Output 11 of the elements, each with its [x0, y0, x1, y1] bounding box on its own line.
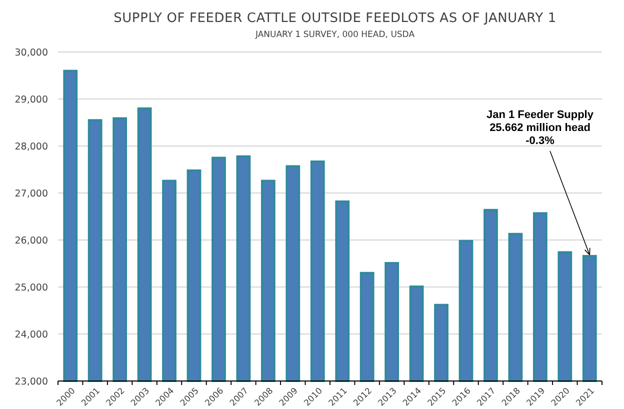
- y-tick-label: 30,000: [14, 47, 48, 58]
- annotation: Jan 1 Feeder Supply 25.662 million head -0.3%: [486, 109, 594, 147]
- y-tick-label: 29,000: [14, 94, 48, 106]
- y-tick-label: 24,000: [14, 329, 48, 340]
- y-tick-label: 26,000: [14, 235, 48, 246]
- y-tick-label: 23,000: [14, 376, 48, 388]
- chart-subtitle: JANUARY 1 SURVEY, 000 HEAD, USDA: [254, 30, 415, 40]
- y-tick-label: 28,000: [14, 141, 48, 152]
- y-tick-label: 25,000: [14, 282, 48, 294]
- y-tick-label: 27,000: [14, 188, 48, 200]
- chart-title: SUPPLY OF FEEDER CATTLE OUTSIDE FEEDLOTS AS OF JANUARY 1: [114, 11, 556, 26]
